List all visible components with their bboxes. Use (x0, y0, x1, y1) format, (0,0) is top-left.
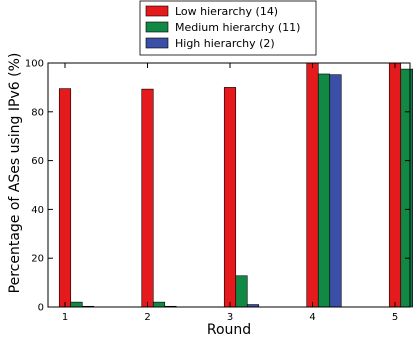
bar-1-5 (389, 63, 401, 307)
y-tick-label-80: 80 (31, 107, 44, 118)
bar-3-4 (330, 75, 342, 307)
x-tick-label-5: 5 (392, 312, 398, 323)
bar-2-3 (236, 276, 248, 307)
bar-2-2 (153, 302, 165, 307)
y-tick-label-0: 0 (38, 303, 44, 314)
y-axis: 0 20 40 60 80 100 (25, 59, 410, 314)
bar-1-4 (307, 63, 319, 307)
bar-2-5 (401, 69, 413, 307)
bars-group (59, 63, 413, 307)
bar-1-3 (224, 87, 236, 307)
bar-2-4 (318, 74, 330, 307)
legend-label-2: Medium hierarchy (11) (175, 21, 300, 34)
y-tick-label-40: 40 (31, 205, 44, 216)
bar-2-1 (71, 302, 83, 307)
bar-1-1 (59, 89, 71, 307)
legend-swatch-3 (146, 38, 168, 48)
y-tick-label-20: 20 (31, 254, 44, 265)
y-tick-label-60: 60 (31, 156, 44, 167)
legend-swatch-2 (146, 22, 168, 32)
legend-label-1: Low hierarchy (14) (175, 5, 278, 18)
x-tick-label-2: 2 (144, 312, 150, 323)
legend-swatch-1 (146, 6, 168, 16)
y-tick-label-100: 100 (25, 59, 44, 70)
legend-label-3: High hierarchy (2) (175, 37, 275, 50)
bar-1-2 (142, 89, 154, 307)
legend: Low hierarchy (14) Medium hierarchy (11) H… (140, 1, 316, 55)
x-tick-label-1: 1 (62, 312, 68, 323)
y-axis-label: Percentage of ASes using IPv6 (%) (7, 53, 23, 294)
x-tick-label-4: 4 (309, 312, 315, 323)
x-axis-label: Round (207, 322, 251, 338)
